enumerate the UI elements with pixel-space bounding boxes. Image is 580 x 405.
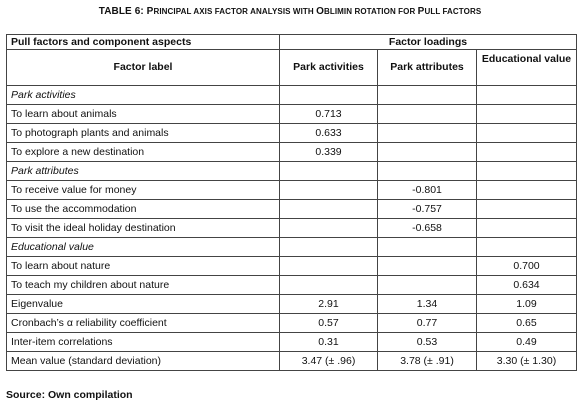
table-title: TABLE 6: PRINCIPAL AXIS FACTOR ANALYSIS … [98, 6, 482, 17]
table-row: To teach my children about nature 0.634 [6, 275, 577, 295]
park-attributes-cell: -0.757 [377, 199, 477, 219]
table-row: To learn about animals 0.713 [6, 104, 577, 124]
park-activities-cell: 0.713 [279, 104, 378, 124]
table-row: Eigenvalue 2.91 1.34 1.09 [6, 294, 577, 314]
header-row-top: Pull factors and component aspects Facto… [6, 34, 577, 50]
park-attributes-cell: 0.77 [377, 313, 477, 333]
row-label: Cronbach’s α reliability coefficient [6, 313, 280, 333]
row-label: To learn about nature [6, 256, 280, 276]
educational-value-cell: 3.30 (± 1.30) [476, 351, 577, 371]
section-label: Park activities [6, 85, 280, 105]
section-label: Educational value [6, 237, 280, 257]
park-attributes-cell: 3.78 (± .91) [377, 351, 477, 371]
park-activities-cell [279, 275, 378, 295]
educational-value-cell [476, 161, 577, 181]
section-label: Park attributes [6, 161, 280, 181]
group-label-header: Pull factors and component aspects [6, 34, 280, 50]
park-attributes-cell [377, 275, 477, 295]
educational-value-cell [476, 199, 577, 219]
row-label: To visit the ideal holiday destination [6, 218, 280, 238]
park-activities-cell: 0.31 [279, 332, 378, 352]
educational-value-cell [476, 218, 577, 238]
row-label: To use the accommodation [6, 199, 280, 219]
educational-value-cell: 0.700 [476, 256, 577, 276]
table-row: Mean value (standard deviation) 3.47 (± .… [6, 351, 577, 371]
park-attributes-cell: 1.34 [377, 294, 477, 314]
table-row: To learn about nature 0.700 [6, 256, 577, 276]
park-activities-cell [279, 180, 378, 200]
park-activities-cell [279, 218, 378, 238]
row-label: To receive value for money [6, 180, 280, 200]
table-row: Inter-item correlations 0.31 0.53 0.49 [6, 332, 577, 352]
table-row: Cronbach’s α reliability coefficient 0.57… [6, 313, 577, 333]
factor-loadings-table: Pull factors and component aspects Facto… [6, 34, 577, 371]
factor-label-header: Factor label [6, 49, 280, 86]
educational-value-cell [476, 237, 577, 257]
park-activities-cell [279, 161, 378, 181]
educational-value-cell: 0.49 [476, 332, 577, 352]
header-row-columns: Factor label Park activities Park attrib… [6, 49, 577, 86]
educational-value-cell [476, 142, 577, 162]
park-activities-cell: 3.47 (± .96) [279, 351, 378, 371]
table-row: To explore a new destination 0.339 [6, 142, 577, 162]
row-label: To learn about animals [6, 104, 280, 124]
educational-value-cell [476, 104, 577, 124]
source-note: Source: Own compilation [6, 389, 133, 401]
section-row: Park attributes [6, 161, 577, 181]
factor-loadings-header: Factor loadings [279, 34, 577, 50]
park-attributes-cell [377, 256, 477, 276]
educational-value-cell: 1.09 [476, 294, 577, 314]
row-label: Eigenvalue [6, 294, 280, 314]
park-activities-cell: 0.57 [279, 313, 378, 333]
park-activities-cell: 2.91 [279, 294, 378, 314]
park-attributes-cell: -0.801 [377, 180, 477, 200]
table-row: To visit the ideal holiday destination -0… [6, 218, 577, 238]
park-activities-cell [279, 237, 378, 257]
park-activities-cell: 0.339 [279, 142, 378, 162]
park-activities-cell [279, 199, 378, 219]
row-label: Mean value (standard deviation) [6, 351, 280, 371]
educational-value-cell [476, 123, 577, 143]
park-attributes-cell: 0.53 [377, 332, 477, 352]
park-attributes-cell [377, 85, 477, 105]
section-row: Educational value [6, 237, 577, 257]
educational-value-cell: 0.65 [476, 313, 577, 333]
row-label: To photograph plants and animals [6, 123, 280, 143]
table-row: To receive value for money -0.801 [6, 180, 577, 200]
row-label: To explore a new destination [6, 142, 280, 162]
section-row: Park activities [6, 85, 577, 105]
educational-value-cell: 0.634 [476, 275, 577, 295]
col-park-activities-header: Park activities [279, 49, 378, 86]
park-activities-cell [279, 85, 378, 105]
table-row: To photograph plants and animals 0.633 [6, 123, 577, 143]
educational-value-cell [476, 180, 577, 200]
park-attributes-cell [377, 123, 477, 143]
row-label: To teach my children about nature [6, 275, 280, 295]
park-activities-cell: 0.633 [279, 123, 378, 143]
park-attributes-cell [377, 104, 477, 124]
park-activities-cell [279, 256, 378, 276]
park-attributes-cell [377, 161, 477, 181]
park-attributes-cell [377, 142, 477, 162]
park-attributes-cell [377, 237, 477, 257]
col-educational-value-header: Educational value [476, 49, 577, 86]
row-label: Inter-item correlations [6, 332, 280, 352]
park-attributes-cell: -0.658 [377, 218, 477, 238]
col-park-attributes-header: Park attributes [377, 49, 477, 86]
table-row: To use the accommodation -0.757 [6, 199, 577, 219]
educational-value-cell [476, 85, 577, 105]
